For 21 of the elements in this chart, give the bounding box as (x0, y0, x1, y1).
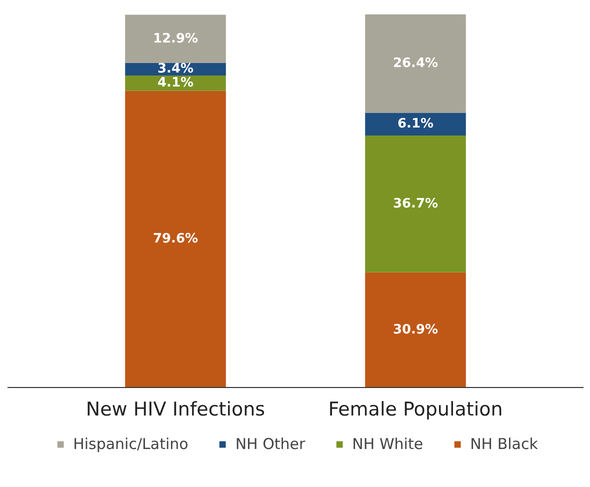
x-tick-label: Female Population (328, 398, 503, 420)
legend-label: NH Other (235, 435, 306, 453)
data-label: 4.1% (157, 76, 194, 91)
legend-label: NH Black (470, 435, 538, 453)
data-label: 79.6% (152, 232, 198, 247)
bar (365, 112, 466, 136)
data-label: 26.4% (392, 56, 438, 72)
data-label: 36.7% (392, 196, 438, 212)
legend-label: Hispanic/Latino (73, 435, 188, 453)
data-label: 6.1% (397, 116, 434, 132)
bar (365, 136, 466, 272)
bar (365, 14, 466, 113)
legend-label: NH White (352, 435, 424, 453)
data-label: 3.4% (157, 62, 194, 77)
bar (125, 76, 226, 91)
data-label: 30.9% (392, 322, 438, 338)
bar (125, 90, 226, 388)
data-label: 12.9% (152, 31, 198, 46)
x-tick-label: New HIV Infections (86, 398, 266, 420)
bar (365, 272, 466, 388)
bar (125, 14, 226, 63)
